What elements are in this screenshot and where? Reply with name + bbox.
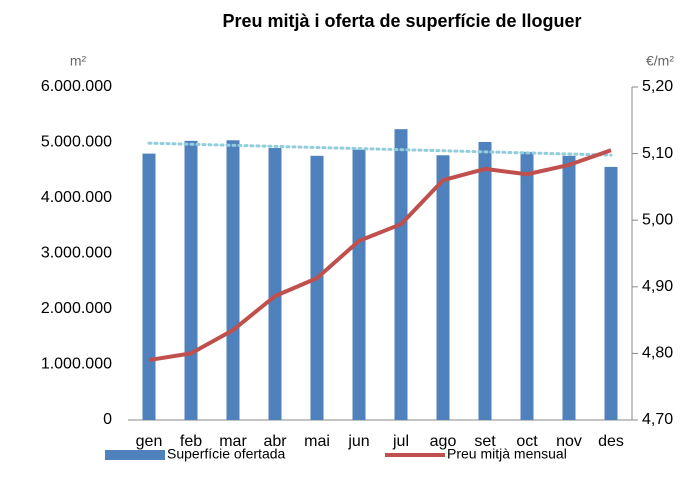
bar [268,148,282,421]
y2-tick-label: 5,10 [642,145,673,162]
x-tick-label: des [598,433,624,450]
chart-title: Preu mitjà i oferta de superfície de llo… [222,11,581,31]
bar [436,155,450,420]
y2-axis-label: €/m² [646,53,674,69]
y-tick-label: 6.000.000 [41,78,112,95]
bar [394,129,408,420]
legend-label: Superfície ofertada [167,446,286,462]
x-tick-label: ago [430,433,457,450]
y-tick-label: 5.000.000 [41,134,112,151]
x-tick-label: abr [263,433,287,450]
y-tick-label: 0 [103,411,112,428]
bar [562,155,576,420]
y2-tick-label: 4,80 [642,345,673,362]
y2-tick-label: 4,90 [642,278,673,295]
legend-swatch [105,450,165,460]
x-tick-label: feb [180,433,202,450]
y2-tick-label: 4,70 [642,411,673,428]
bar [352,149,366,420]
y-tick-label: 3.000.000 [41,245,112,262]
y-tick-label: 1.000.000 [41,356,112,373]
bar [184,140,198,420]
bar [142,153,156,420]
bar [604,166,618,420]
bar [226,140,240,420]
x-tick-label: jul [392,433,409,450]
y-tick-label: 2.000.000 [41,300,112,317]
bar [478,141,492,420]
x-tick-label: oct [516,433,538,450]
line [148,148,612,363]
x-tick-label: mar [219,433,247,450]
legend-label: Preu mitjà mensual [447,446,567,462]
x-tick-label: nov [556,433,582,450]
bar [520,151,534,420]
x-tick-label: set [474,433,496,450]
y-axis-label: m² [70,53,87,69]
y2-tick-label: 5,20 [642,78,673,95]
bar [310,155,324,420]
x-tick-label: gen [136,433,163,450]
y2-tick-label: 5,00 [642,211,673,228]
trend-line [147,141,613,157]
x-tick-label: mai [304,433,330,450]
x-tick-label: jun [347,433,369,450]
y-tick-label: 4.000.000 [41,189,112,206]
